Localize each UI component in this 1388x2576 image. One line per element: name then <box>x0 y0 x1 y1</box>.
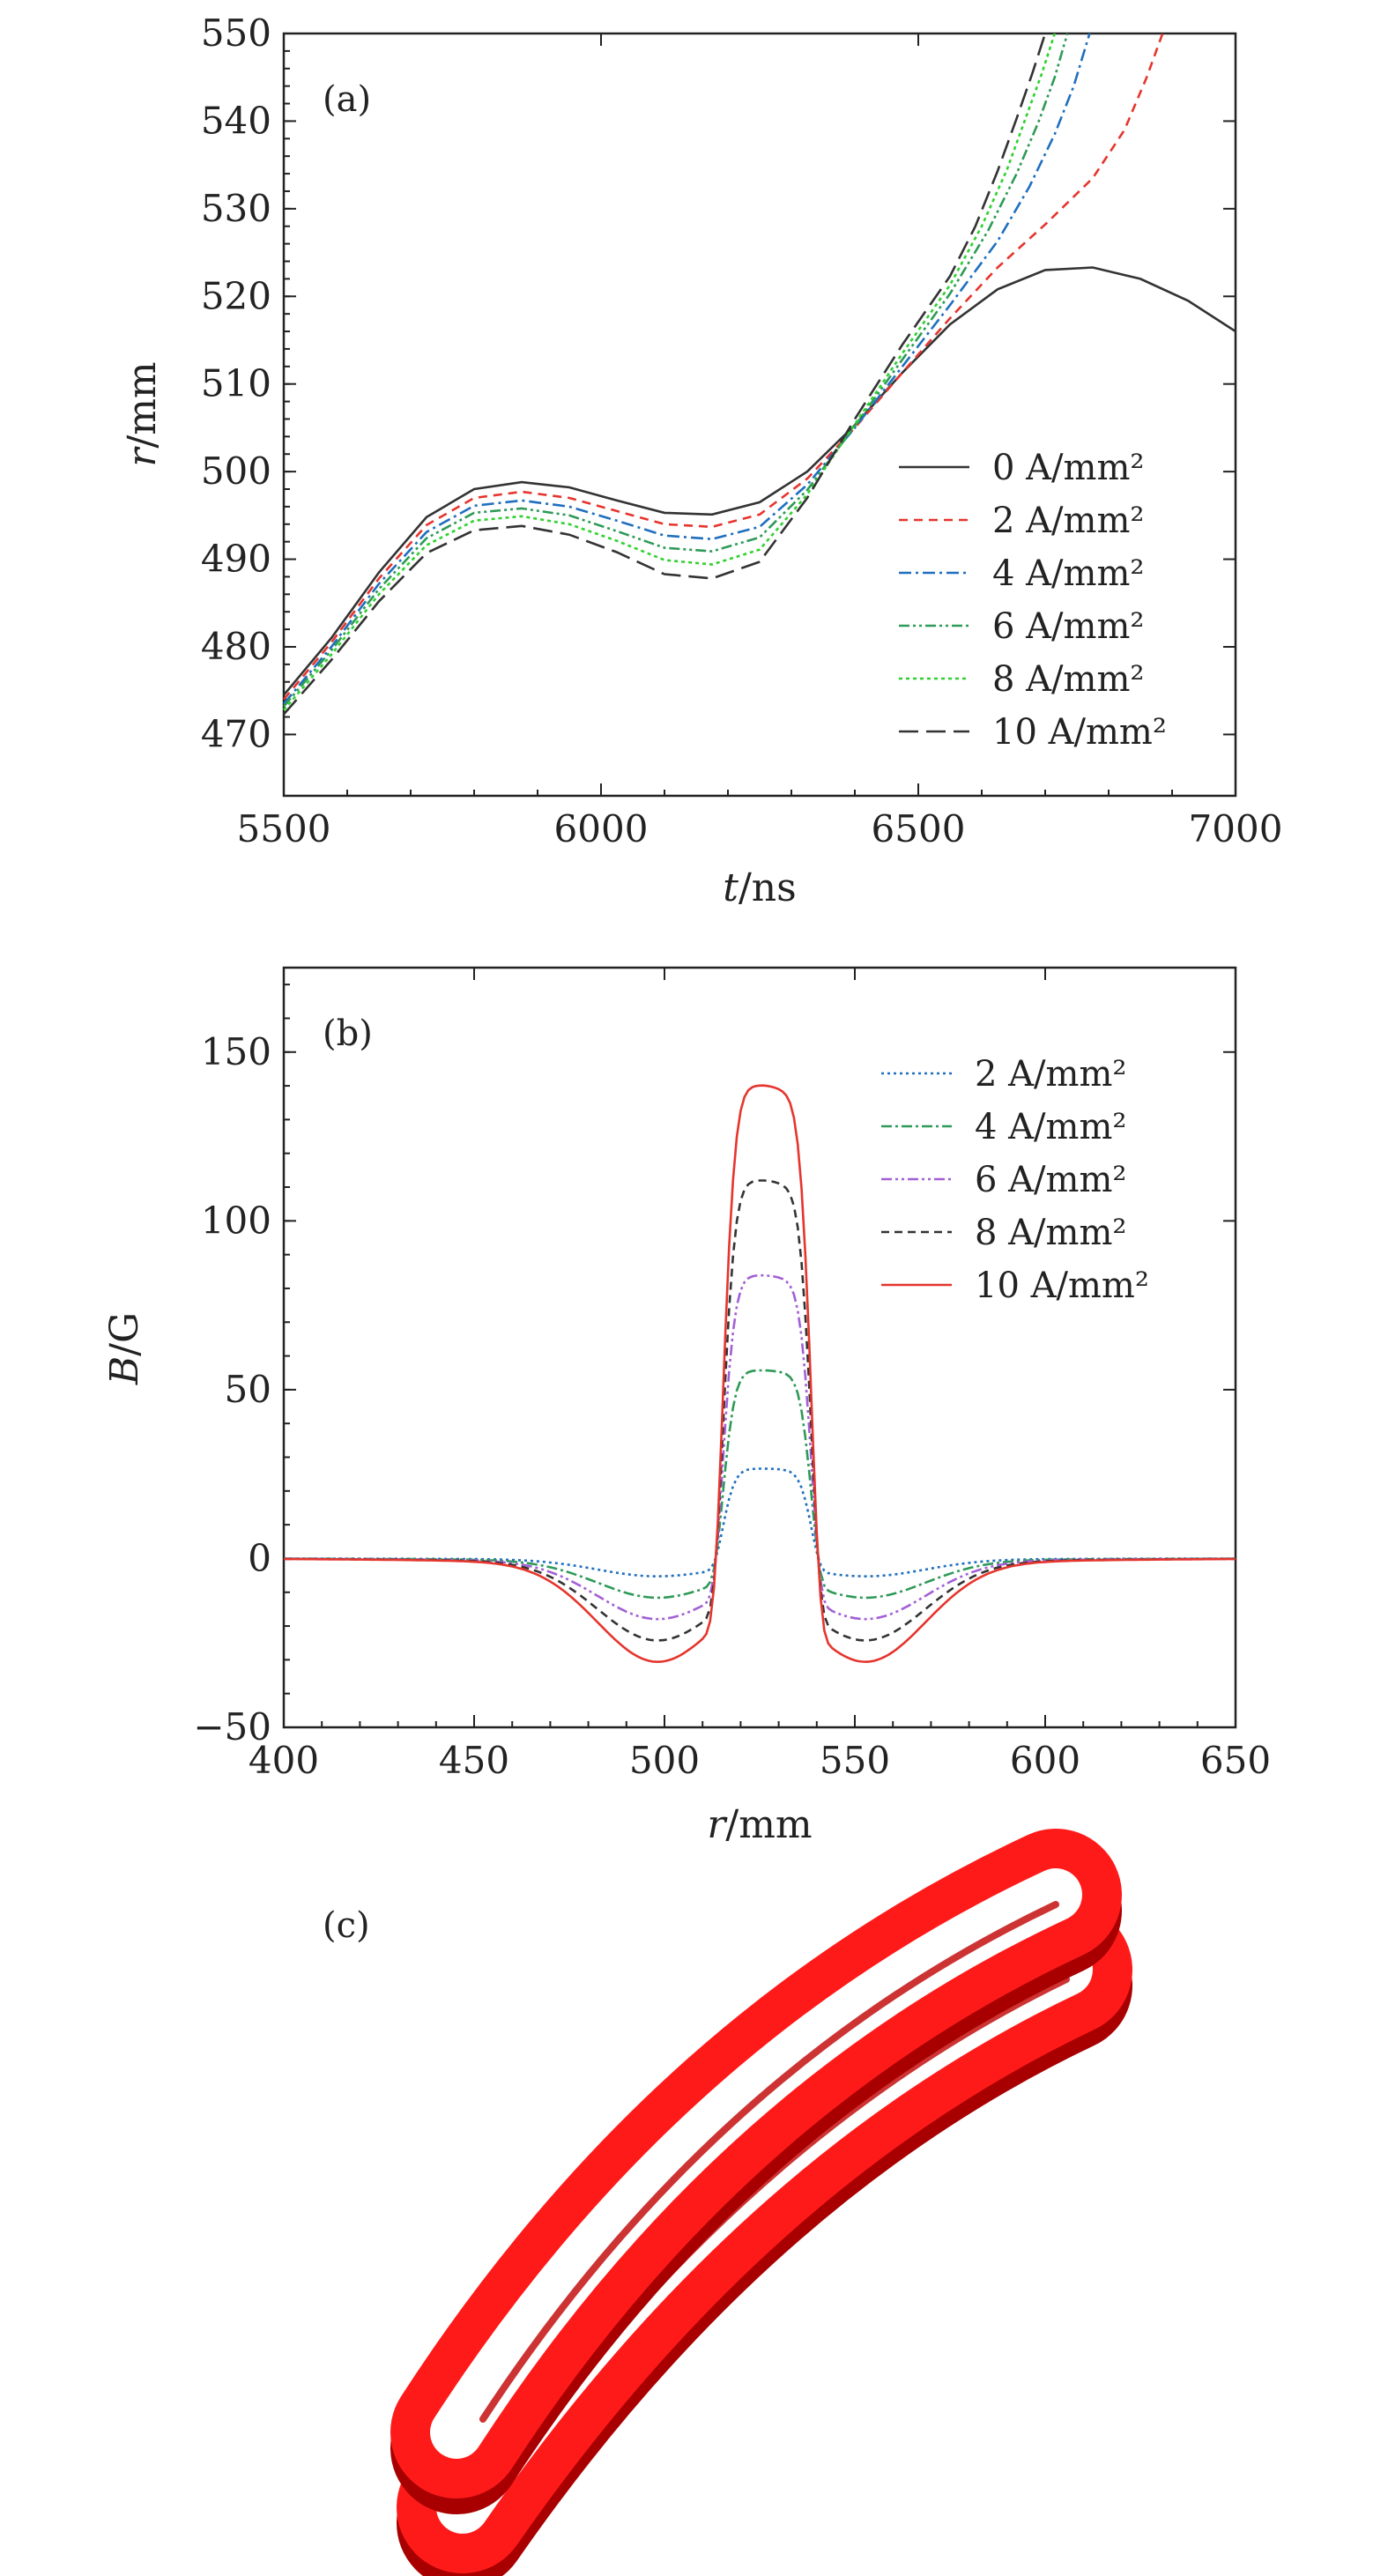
panel-a-legend-label: 8 A/mm² <box>992 659 1144 700</box>
panel-b-series-line <box>284 1467 1236 1578</box>
panel-b-legend-label: 2 A/mm² <box>975 1054 1126 1095</box>
y-tick-label: 490 <box>201 538 271 581</box>
x-tick-label: 650 <box>1200 1739 1271 1782</box>
panel-a-y-axis-title: r/mm <box>120 361 165 466</box>
y-tick-label: 550 <box>201 11 271 55</box>
panel-b-y-axis-title: B/G <box>102 1312 147 1385</box>
y-tick-label: 480 <box>201 625 271 668</box>
y-tick-label: 510 <box>201 362 271 405</box>
panel-b-label: (b) <box>323 1013 373 1054</box>
x-tick-label: 450 <box>439 1739 509 1782</box>
panel-b-series-line <box>284 1084 1236 1664</box>
panel-b-ticks: 400 450 500 550 600 650 −50 0 50 100 150 <box>193 968 1271 1782</box>
panel-b-plot-frame <box>282 966 1237 1729</box>
x-tick-label: 5500 <box>237 807 331 850</box>
x-tick-label: 600 <box>1010 1739 1080 1782</box>
x-tick-label: 550 <box>820 1739 890 1782</box>
coil-upper <box>390 1829 1122 2514</box>
x-tick-label: 7000 <box>1189 807 1283 850</box>
x-tick-label: 400 <box>249 1739 319 1782</box>
panel-b-legend-label: 10 A/mm² <box>975 1266 1149 1306</box>
x-tick-label: 500 <box>629 1739 700 1782</box>
y-tick-label: −50 <box>193 1705 271 1748</box>
panel-a-series-line <box>283 33 1047 716</box>
panel-a-legend-label: 6 A/mm² <box>992 606 1144 647</box>
panel-a-legend-label: 4 A/mm² <box>992 553 1144 594</box>
panel-a-legend-label: 10 A/mm² <box>992 712 1167 753</box>
y-tick-label: 540 <box>201 99 271 142</box>
x-tick-label: 6000 <box>554 807 649 850</box>
y-tick-label: 470 <box>201 712 271 755</box>
panel-a-series <box>283 33 1236 716</box>
panel-b-legend-label: 8 A/mm² <box>975 1213 1126 1253</box>
panel-a-label: (a) <box>323 79 371 120</box>
panel-a-series-line <box>283 33 1069 708</box>
panel-a-y-axis-symbol: r <box>120 446 165 467</box>
panel-a-legend-label: 0 A/mm² <box>992 448 1144 488</box>
panel-a-series-line <box>283 33 1057 711</box>
y-tick-label: 150 <box>201 1030 271 1073</box>
panel-a-chart: 5500 6000 6500 7000 470 480 490 500 510 520 530 540… <box>120 11 1282 910</box>
panel-a-x-axis-unit: /ns <box>739 865 797 910</box>
panel-a-ticks: 5500 6000 6500 7000 470 480 490 500 510 520 530 540… <box>201 11 1283 850</box>
panel-b-x-axis-symbol: r <box>707 1802 728 1847</box>
panel-b-legend-label: 6 A/mm² <box>975 1160 1126 1200</box>
panel-b-legend: 2 A/mm² 4 A/mm² 6 A/mm² 8 A/mm² 10 A/mm² <box>881 1054 1149 1306</box>
panel-b-legend-label: 4 A/mm² <box>975 1107 1126 1147</box>
panel-b-series-line <box>284 1369 1236 1600</box>
panel-b-x-axis-unit: /mm <box>725 1802 812 1847</box>
x-tick-label: 6500 <box>872 807 966 850</box>
panel-c-coil-illustration: (c) <box>323 1829 1132 2576</box>
panel-a-legend: 0 A/mm² 2 A/mm² 4 A/mm² 6 A/mm² 8 A/mm² 10 A/… <box>899 448 1167 753</box>
panel-b-series-line <box>284 1273 1236 1621</box>
panel-a-series-line <box>283 33 1164 701</box>
y-tick-label: 500 <box>201 449 271 493</box>
panel-b-x-axis-title: r/mm <box>707 1802 812 1847</box>
panel-b-y-axis-unit: /G <box>102 1312 147 1356</box>
panel-b-y-axis-symbol: B <box>102 1356 147 1385</box>
y-tick-label: 530 <box>201 187 271 230</box>
y-tick-label: 100 <box>201 1199 271 1242</box>
panel-a-series-line <box>283 33 1091 705</box>
panel-a-y-axis-unit: /mm <box>120 361 165 448</box>
panel-b-series <box>284 1084 1236 1664</box>
panel-a-series-line <box>283 266 1236 696</box>
panel-a-legend-label: 2 A/mm² <box>992 501 1144 541</box>
y-tick-label: 0 <box>248 1536 271 1579</box>
panel-c-label: (c) <box>323 1905 370 1946</box>
y-tick-label: 50 <box>225 1368 271 1411</box>
y-tick-label: 520 <box>201 274 271 317</box>
panel-a-x-axis-title: t/ns <box>723 865 796 910</box>
panel-a-x-axis-symbol: t <box>723 865 739 910</box>
panel-a-plot-frame <box>282 32 1237 798</box>
